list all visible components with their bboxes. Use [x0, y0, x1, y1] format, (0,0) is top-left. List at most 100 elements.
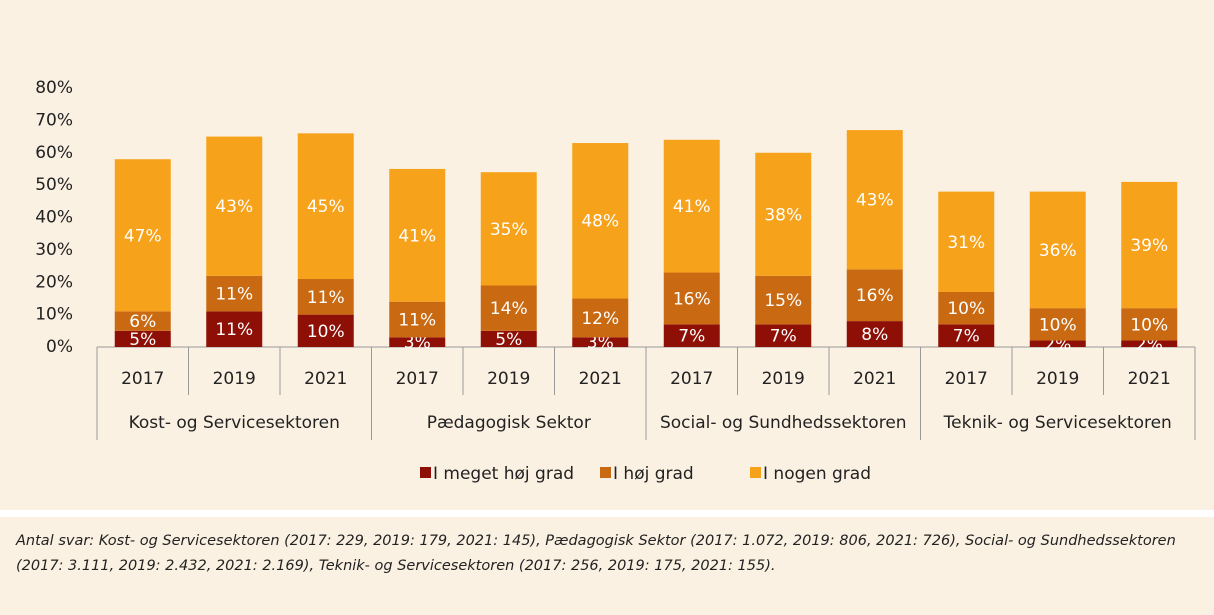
value-label: 15%	[764, 291, 802, 311]
x-tick-label: 2021	[579, 369, 622, 389]
y-tick-label: 20%	[35, 272, 73, 292]
y-tick-label: 0%	[46, 337, 73, 357]
value-label: 36%	[1039, 241, 1077, 261]
bar-segment	[846, 321, 903, 347]
bar-segment	[938, 291, 995, 325]
legend-label: I nogen grad	[763, 464, 871, 484]
legend-label: I meget høj grad	[433, 464, 574, 484]
value-label: 10%	[947, 299, 985, 319]
legend-swatch	[420, 467, 431, 478]
chart: 0%10%20%30%40%50%60%70%80%5%6%47%201711%…	[35, 78, 1196, 484]
value-label: 48%	[581, 212, 619, 232]
y-tick-label: 10%	[35, 305, 73, 325]
value-label: 5%	[495, 330, 522, 350]
bar-segment	[755, 324, 812, 347]
bar-segment	[206, 275, 263, 312]
value-label: 12%	[581, 309, 619, 329]
x-tick-label: 2019	[213, 369, 256, 389]
bar-segment	[846, 269, 903, 322]
legend-swatch	[600, 467, 611, 478]
value-label: 16%	[856, 286, 894, 306]
x-tick-label: 2017	[121, 369, 164, 389]
x-tick-label: 2019	[487, 369, 530, 389]
value-label: 38%	[764, 205, 802, 225]
bar-segment	[1029, 340, 1086, 347]
value-label: 16%	[673, 289, 711, 309]
bar-segment	[755, 275, 812, 325]
bar-segment	[297, 133, 354, 280]
group-label: Teknik- og Servicesektoren	[943, 413, 1172, 433]
legend-label: I høj grad	[613, 464, 694, 484]
value-label: 14%	[490, 299, 528, 319]
value-label: 11%	[215, 320, 253, 340]
value-label: 47%	[124, 226, 162, 246]
bar-segment	[1121, 340, 1178, 347]
value-label: 10%	[1130, 315, 1168, 335]
value-label: 11%	[215, 285, 253, 305]
chart-panel: 0% 10% 20% 30% 40% 50% 60% 70% 80% 5% 6% 47% 2017 11%…	[0, 0, 1214, 510]
legend-swatch	[750, 467, 761, 478]
value-label: 11%	[398, 310, 436, 330]
value-label: 6%	[129, 312, 156, 332]
bar-segment	[206, 311, 263, 347]
group-label: Pædagogisk Sektor	[427, 413, 591, 433]
bar-segment	[572, 298, 629, 338]
x-tick-label: 2021	[1128, 369, 1171, 389]
bar-segment	[1029, 191, 1086, 309]
y-tick-label: 70%	[35, 110, 73, 130]
value-label: 31%	[947, 233, 985, 253]
value-label: 7%	[678, 327, 705, 347]
bar-segment	[755, 152, 812, 276]
bar-segment	[206, 136, 263, 276]
value-label: 3%	[587, 333, 614, 353]
group-label: Kost- og Servicesektoren	[129, 413, 340, 433]
value-label: 11%	[307, 288, 345, 308]
bar-segment	[938, 191, 995, 292]
footnote: Antal svar: Kost- og Servicesektoren (20…	[0, 517, 1214, 615]
x-tick-label: 2021	[853, 369, 896, 389]
x-tick-label: 2019	[762, 369, 805, 389]
value-label: 10%	[1039, 315, 1077, 335]
y-tick-label: 80%	[35, 78, 73, 98]
value-label: 3%	[404, 333, 431, 353]
bar-segment	[480, 172, 537, 286]
bar-segment	[389, 301, 446, 338]
bar-segment	[1121, 181, 1178, 309]
bar-segment	[389, 168, 446, 302]
value-label: 7%	[953, 327, 980, 347]
x-tick-label: 2019	[1036, 369, 1079, 389]
bar-segment	[663, 324, 720, 347]
y-tick-label: 50%	[35, 175, 73, 195]
value-label: 5%	[129, 330, 156, 350]
bar-segment	[297, 314, 354, 347]
value-label: 41%	[398, 226, 436, 246]
x-tick-label: 2021	[304, 369, 347, 389]
group-label: Social- og Sundhedssektoren	[660, 413, 907, 433]
bar-segment	[663, 139, 720, 273]
bar-segment	[572, 337, 629, 347]
value-label: 43%	[856, 191, 894, 211]
bar-segment	[114, 311, 171, 331]
y-tick-label: 40%	[35, 208, 73, 228]
bar-segment	[846, 130, 903, 270]
bar-segment	[389, 337, 446, 347]
bar-segment	[297, 279, 354, 315]
bar-segment	[480, 330, 537, 347]
value-label: 43%	[215, 197, 253, 217]
bar-segment	[572, 143, 629, 299]
bar-segment	[114, 330, 171, 347]
bar-segment	[114, 159, 171, 312]
value-label: 45%	[307, 197, 345, 217]
bar-segment	[1121, 308, 1178, 341]
value-label: 41%	[673, 197, 711, 217]
value-label: 7%	[770, 327, 797, 347]
bar-segment	[663, 272, 720, 325]
bar-segment	[938, 324, 995, 347]
bar-segment	[1029, 308, 1086, 341]
value-label: 8%	[861, 325, 888, 345]
value-label: 10%	[307, 322, 345, 342]
x-tick-label: 2017	[945, 369, 988, 389]
bar-segment	[480, 285, 537, 331]
value-label: 39%	[1130, 236, 1168, 256]
